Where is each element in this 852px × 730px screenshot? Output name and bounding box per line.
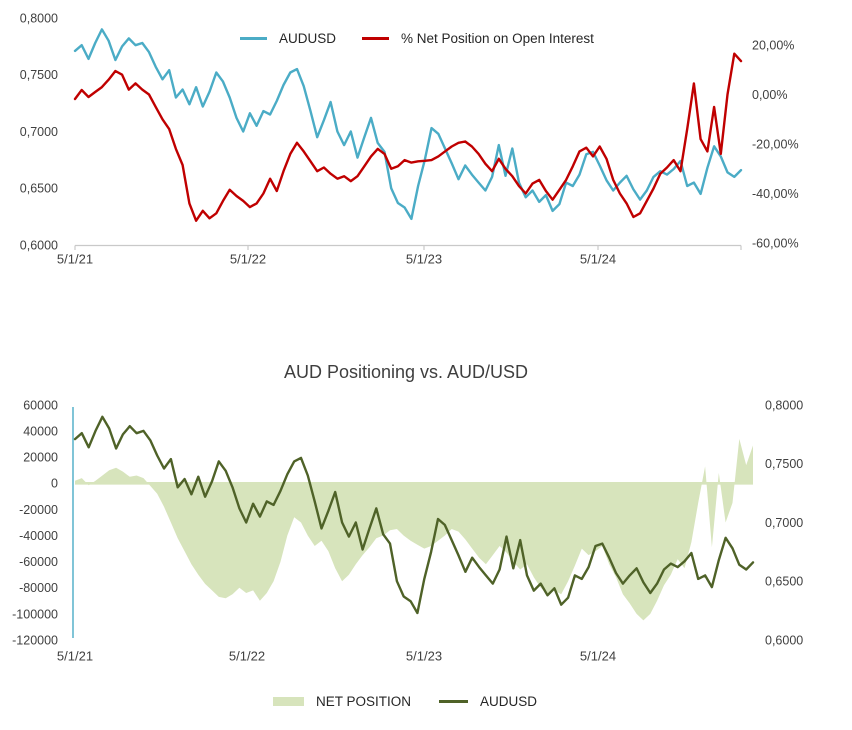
legend-item-audusd: AUDUSD	[240, 31, 336, 46]
left-axis-tick-label: 0,8000	[20, 11, 58, 25]
legend-label-net-position-pct: % Net Position on Open Interest	[401, 31, 594, 46]
x-axis-tick-label: 5/1/24	[580, 251, 616, 266]
x-axis-tick-label: 5/1/23	[406, 648, 442, 663]
bottom-chart-title: AUD Positioning vs. AUD/USD	[283, 362, 529, 382]
left-axis-tick-label: -40000	[19, 529, 58, 543]
legend-label-audusd: AUDUSD	[279, 31, 337, 46]
audusd-olive-line-swatch	[439, 700, 469, 703]
bottom-chart-legend: NET POSITION AUDUSD	[273, 694, 537, 709]
right-axis-tick-label: 0,7000	[765, 516, 803, 530]
audusd-line-series	[73, 28, 743, 221]
left-axis-tick-label: 20000	[23, 451, 58, 465]
left-axis-tick-label: -120000	[12, 633, 58, 647]
x-axis-tick-label: 5/1/22	[229, 648, 265, 663]
right-axis-tick-label: 0,6500	[765, 575, 803, 589]
left-axis-tick-label: -60000	[19, 555, 58, 569]
right-axis-tick-label: 0,8000	[765, 398, 803, 412]
left-axis-tick-label: 0,7000	[20, 125, 58, 139]
right-axis-tick-label: 0,00%	[752, 88, 787, 102]
right-axis-tick-label: 0,6000	[765, 633, 803, 647]
x-axis-tick-label: 5/1/21	[57, 648, 93, 663]
left-axis-tick-label: -20000	[19, 503, 58, 517]
legend-label-audusd-bottom: AUDUSD	[480, 694, 538, 709]
net-position-area-series	[75, 438, 753, 621]
net-position-pct-line-series	[73, 52, 743, 222]
top-chart-legend: AUDUSD % Net Position on Open Interest	[240, 31, 594, 46]
legend-item-net-position: NET POSITION	[273, 694, 411, 709]
audusd-olive-line-series	[73, 415, 755, 615]
right-axis-tick-label: 20,00%	[752, 38, 794, 52]
left-axis-tick-label: 0	[51, 477, 58, 491]
net-position-pct-line-swatch	[362, 37, 390, 40]
x-axis-tick-label: 5/1/21	[57, 251, 93, 266]
audusd-line-swatch	[240, 37, 267, 40]
x-axis-tick-label: 5/1/23	[406, 251, 442, 266]
right-axis-tick-label: -60,00%	[752, 236, 799, 250]
right-axis-tick-label: 0,7500	[765, 457, 803, 471]
legend-label-net-position: NET POSITION	[316, 694, 412, 709]
left-axis-tick-label: 0,6500	[20, 182, 58, 196]
right-axis-tick-label: -20,00%	[752, 137, 799, 151]
legend-item-net-position-pct: % Net Position on Open Interest	[362, 31, 594, 46]
left-axis-tick-label: 40000	[23, 425, 58, 439]
right-axis-tick-label: -40,00%	[752, 187, 799, 201]
left-axis-tick-label: -80000	[19, 581, 58, 595]
net-position-area-swatch	[273, 697, 304, 706]
bottom-chart-plot: 60000 40000 20000 0 -20000 -40000 -60000 -80000…	[12, 398, 803, 663]
left-axis-tick-label: 60000	[23, 398, 58, 412]
left-axis-tick-label: 0,6000	[20, 238, 58, 252]
x-axis-tick-label: 5/1/22	[230, 251, 266, 266]
left-axis-tick-label: -100000	[12, 607, 58, 621]
left-axis-tick-label: 0,7500	[20, 68, 58, 82]
x-axis-tick-label: 5/1/24	[580, 648, 616, 663]
legend-item-audusd-bottom: AUDUSD	[439, 694, 537, 709]
top-chart-plot: 0,8000 0,7500 0,7000 0,6500 0,6000 20,00% 0,00…	[20, 11, 799, 266]
